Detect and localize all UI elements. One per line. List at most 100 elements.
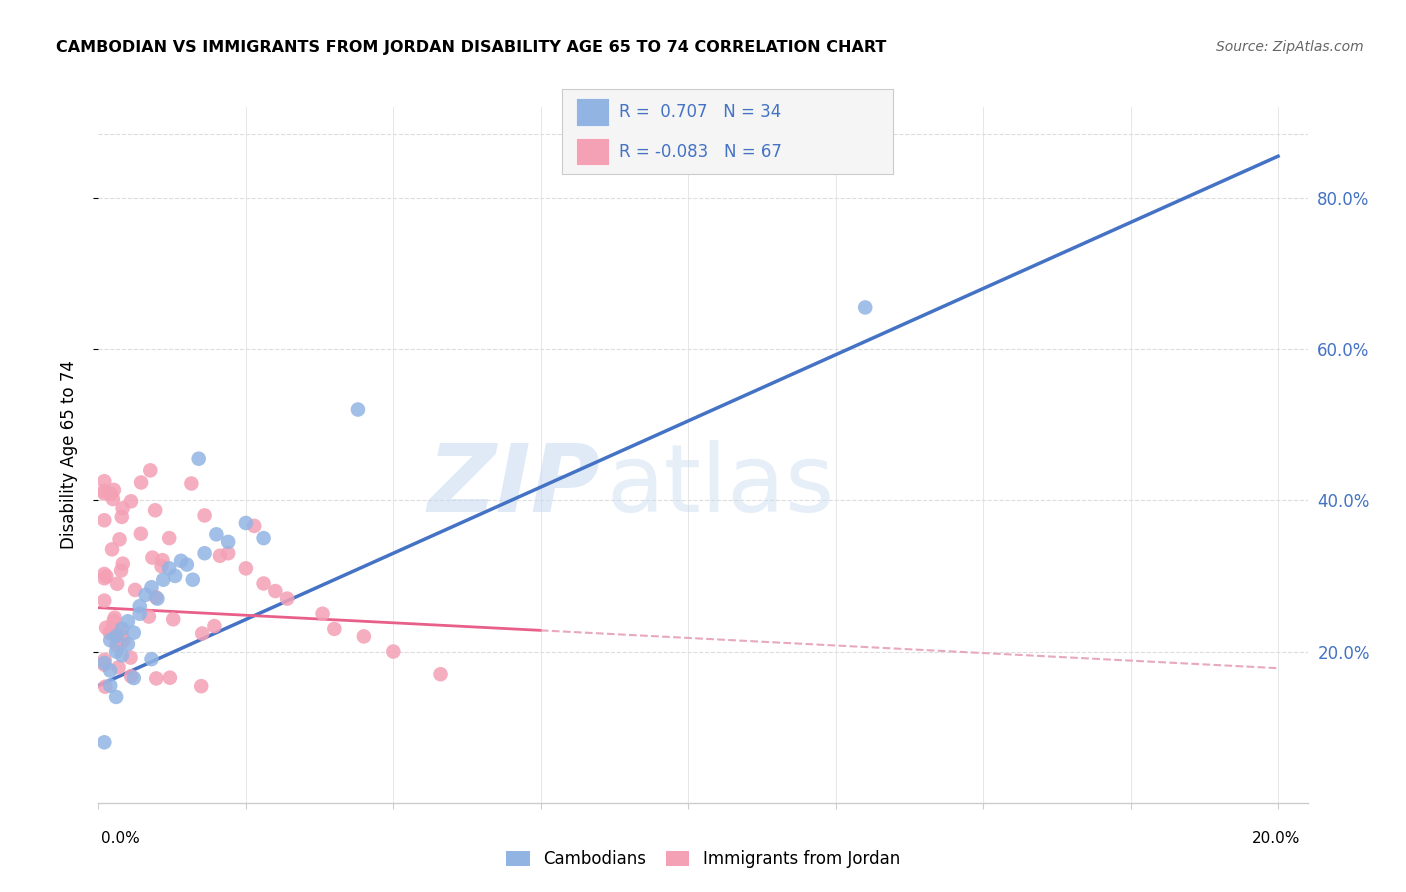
Point	[323, 622, 346, 636]
Point	[217, 535, 239, 549]
Point	[150, 559, 173, 574]
Point	[111, 557, 134, 571]
Point	[105, 638, 128, 652]
Point	[105, 644, 128, 658]
Point	[111, 648, 134, 663]
Point	[128, 599, 150, 614]
Point	[159, 671, 181, 685]
Point	[181, 573, 204, 587]
Point	[194, 508, 217, 523]
Point	[853, 301, 876, 315]
Point	[129, 475, 152, 490]
Point	[276, 591, 298, 606]
Point	[205, 527, 228, 541]
Point	[138, 609, 160, 624]
Point	[94, 621, 117, 635]
Point	[110, 635, 132, 649]
Point	[105, 690, 128, 704]
Point	[93, 486, 115, 500]
Point	[105, 623, 128, 637]
Point	[110, 564, 132, 578]
Point	[124, 582, 146, 597]
Point	[111, 622, 134, 636]
Point	[120, 494, 142, 508]
Point	[112, 634, 135, 648]
Point	[135, 588, 157, 602]
Text: 20.0%: 20.0%	[1253, 831, 1301, 846]
Point	[120, 669, 142, 683]
Point	[143, 503, 166, 517]
Point	[128, 607, 150, 621]
Point	[93, 656, 115, 670]
Point	[111, 501, 134, 516]
Point	[129, 526, 152, 541]
Point	[204, 619, 226, 633]
Point	[141, 652, 163, 666]
Point	[429, 667, 451, 681]
Point	[93, 653, 115, 667]
Point	[104, 610, 127, 624]
Text: Source: ZipAtlas.com: Source: ZipAtlas.com	[1216, 40, 1364, 54]
Point	[100, 487, 122, 501]
Point	[101, 622, 124, 636]
Point	[180, 476, 202, 491]
Point	[93, 571, 115, 585]
Point	[145, 672, 167, 686]
Point	[208, 549, 231, 563]
Point	[191, 626, 214, 640]
Point	[111, 628, 134, 642]
Point	[98, 633, 121, 648]
Point	[145, 590, 167, 604]
Point	[105, 576, 128, 591]
Y-axis label: Disability Age 65 to 74: Disability Age 65 to 74	[59, 360, 77, 549]
Point	[122, 625, 145, 640]
Point	[194, 546, 217, 560]
Point	[117, 615, 139, 629]
Point	[93, 474, 115, 488]
Point	[93, 566, 115, 581]
Point	[101, 492, 124, 507]
Bar	[575, 137, 609, 165]
Point	[98, 625, 121, 640]
Point	[141, 580, 163, 594]
Point	[382, 644, 405, 658]
Text: R = -0.083   N = 67: R = -0.083 N = 67	[619, 143, 782, 161]
Point	[187, 451, 209, 466]
Point	[152, 573, 174, 587]
Point	[107, 660, 129, 674]
Point	[235, 516, 257, 530]
Point	[162, 612, 184, 626]
Point	[101, 542, 124, 557]
Point	[152, 553, 174, 567]
Point	[117, 637, 139, 651]
Point	[98, 664, 121, 678]
Point	[93, 513, 115, 527]
Point	[103, 614, 125, 628]
Point	[93, 657, 115, 672]
Point	[170, 554, 193, 568]
Point	[235, 561, 257, 575]
Point	[157, 561, 180, 575]
Point	[243, 519, 266, 533]
Text: atlas: atlas	[606, 441, 835, 533]
Point	[141, 550, 163, 565]
Point	[122, 671, 145, 685]
Point	[105, 629, 128, 643]
Point	[100, 625, 122, 640]
Point	[111, 509, 134, 524]
Point	[157, 531, 180, 545]
Point	[165, 569, 187, 583]
Point	[217, 546, 239, 560]
Text: 0.0%: 0.0%	[101, 831, 141, 846]
Bar	[575, 98, 609, 126]
Point	[93, 593, 115, 607]
Point	[264, 584, 287, 599]
Point	[252, 531, 274, 545]
Point	[93, 735, 115, 749]
Point	[98, 679, 121, 693]
Point	[353, 629, 375, 643]
Point	[146, 591, 169, 606]
Point	[311, 607, 333, 621]
Point	[347, 402, 370, 417]
Text: R =  0.707   N = 34: R = 0.707 N = 34	[619, 103, 780, 121]
